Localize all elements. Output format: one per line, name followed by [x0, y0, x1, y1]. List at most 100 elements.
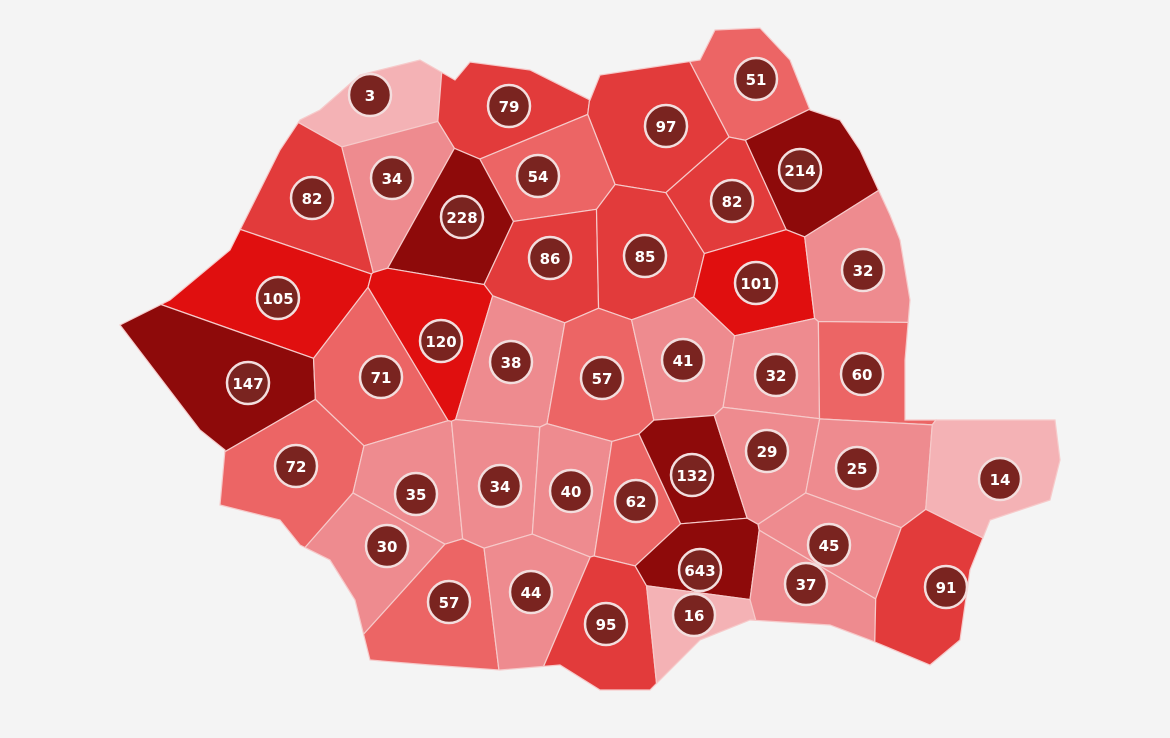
badge-circle	[733, 56, 779, 102]
county-badge: 71	[358, 354, 404, 400]
county-value: 85	[635, 248, 656, 266]
county-value: 34	[382, 170, 403, 188]
county-value: 643	[684, 562, 715, 580]
county-badge: 91	[923, 564, 969, 610]
county-value: 72	[286, 458, 307, 476]
county-badge: 60	[839, 351, 885, 397]
county-badge: 105	[255, 275, 301, 321]
county-value: 32	[853, 262, 874, 280]
county-value: 82	[302, 190, 323, 208]
county-value: 91	[936, 579, 957, 597]
county-value: 86	[540, 250, 561, 268]
badge-circle	[709, 178, 755, 224]
county-badge: 57	[579, 355, 625, 401]
badge-circle	[840, 247, 886, 293]
county-badge: 40	[548, 468, 594, 514]
county-badge: 32	[753, 352, 799, 398]
badge-circle	[393, 471, 439, 517]
badge-circle	[923, 564, 969, 610]
county-value: 82	[722, 193, 743, 211]
badge-circle	[669, 452, 715, 498]
county-badge: 34	[369, 155, 415, 201]
county-value: 14	[990, 471, 1011, 489]
badge-circle	[418, 318, 464, 364]
badge-circle	[777, 147, 823, 193]
county-badges: 3 79 51 97 34 54 228 82 214 82 86 85 105 120 101 32 147 7…	[225, 56, 1023, 647]
badge-circle	[753, 352, 799, 398]
county-value: 79	[499, 98, 520, 116]
badge-circle	[583, 601, 629, 647]
county-badge: 45	[806, 522, 852, 568]
badge-circle	[289, 175, 335, 221]
county-badge: 37	[783, 561, 829, 607]
county-badge: 41	[660, 337, 706, 383]
county-value: 25	[847, 460, 868, 478]
county-value: 132	[676, 467, 707, 485]
badge-circle	[439, 194, 485, 240]
badge-circle	[426, 579, 472, 625]
badge-circle	[806, 522, 852, 568]
county-value: 228	[446, 209, 477, 227]
county-value: 45	[819, 537, 840, 555]
badge-circle	[358, 354, 404, 400]
badge-circle	[677, 547, 723, 593]
county-badge: 85	[622, 233, 668, 279]
county-badge: 34	[477, 463, 523, 509]
county-regions	[119, 27, 1061, 691]
badge-circle	[783, 561, 829, 607]
county-badge: 16	[671, 592, 717, 638]
county-value: 97	[656, 118, 677, 136]
badge-circle	[622, 233, 668, 279]
county-value: 34	[490, 478, 511, 496]
county-value: 35	[406, 486, 427, 504]
county-badge: 30	[364, 523, 410, 569]
county-badge: 120	[418, 318, 464, 364]
badge-circle	[527, 235, 573, 281]
badge-circle	[977, 456, 1023, 502]
badge-circle	[660, 337, 706, 383]
badge-circle	[225, 360, 271, 406]
county-value: 40	[561, 483, 582, 501]
county-badge: 132	[669, 452, 715, 498]
county-badge: 95	[583, 601, 629, 647]
county-value: 62	[626, 493, 647, 511]
badge-circle	[273, 443, 319, 489]
badge-circle	[364, 523, 410, 569]
badge-circle	[515, 153, 561, 199]
badge-circle	[579, 355, 625, 401]
county-badge: 57	[426, 579, 472, 625]
county-value: 57	[439, 594, 460, 612]
badge-circle	[255, 275, 301, 321]
county-badge: 101	[733, 260, 779, 306]
county-value: 51	[746, 71, 767, 89]
badge-circle	[548, 468, 594, 514]
county-value: 147	[232, 375, 263, 393]
county-badge: 35	[393, 471, 439, 517]
county-badge: 643	[677, 547, 723, 593]
county-value: 30	[377, 538, 398, 556]
county-value: 29	[757, 443, 778, 461]
county-value: 71	[371, 369, 392, 387]
badge-circle	[671, 592, 717, 638]
badge-circle	[486, 83, 532, 129]
badge-circle	[839, 351, 885, 397]
county-badge: 97	[643, 103, 689, 149]
county-value: 38	[501, 354, 522, 372]
county-badge: 3	[347, 72, 393, 118]
badge-circle	[733, 260, 779, 306]
county-value: 95	[596, 616, 617, 634]
badge-circle	[347, 72, 393, 118]
badge-circle	[488, 339, 534, 385]
county-badge: 62	[613, 478, 659, 524]
county-badge: 228	[439, 194, 485, 240]
county-badge: 82	[709, 178, 755, 224]
badge-circle	[508, 569, 554, 615]
county-value: 41	[673, 352, 694, 370]
county-badge: 72	[273, 443, 319, 489]
county-badge: 54	[515, 153, 561, 199]
county-badge: 29	[744, 428, 790, 474]
county-value: 37	[796, 576, 817, 594]
county-value: 16	[684, 607, 705, 625]
county-badge: 147	[225, 360, 271, 406]
